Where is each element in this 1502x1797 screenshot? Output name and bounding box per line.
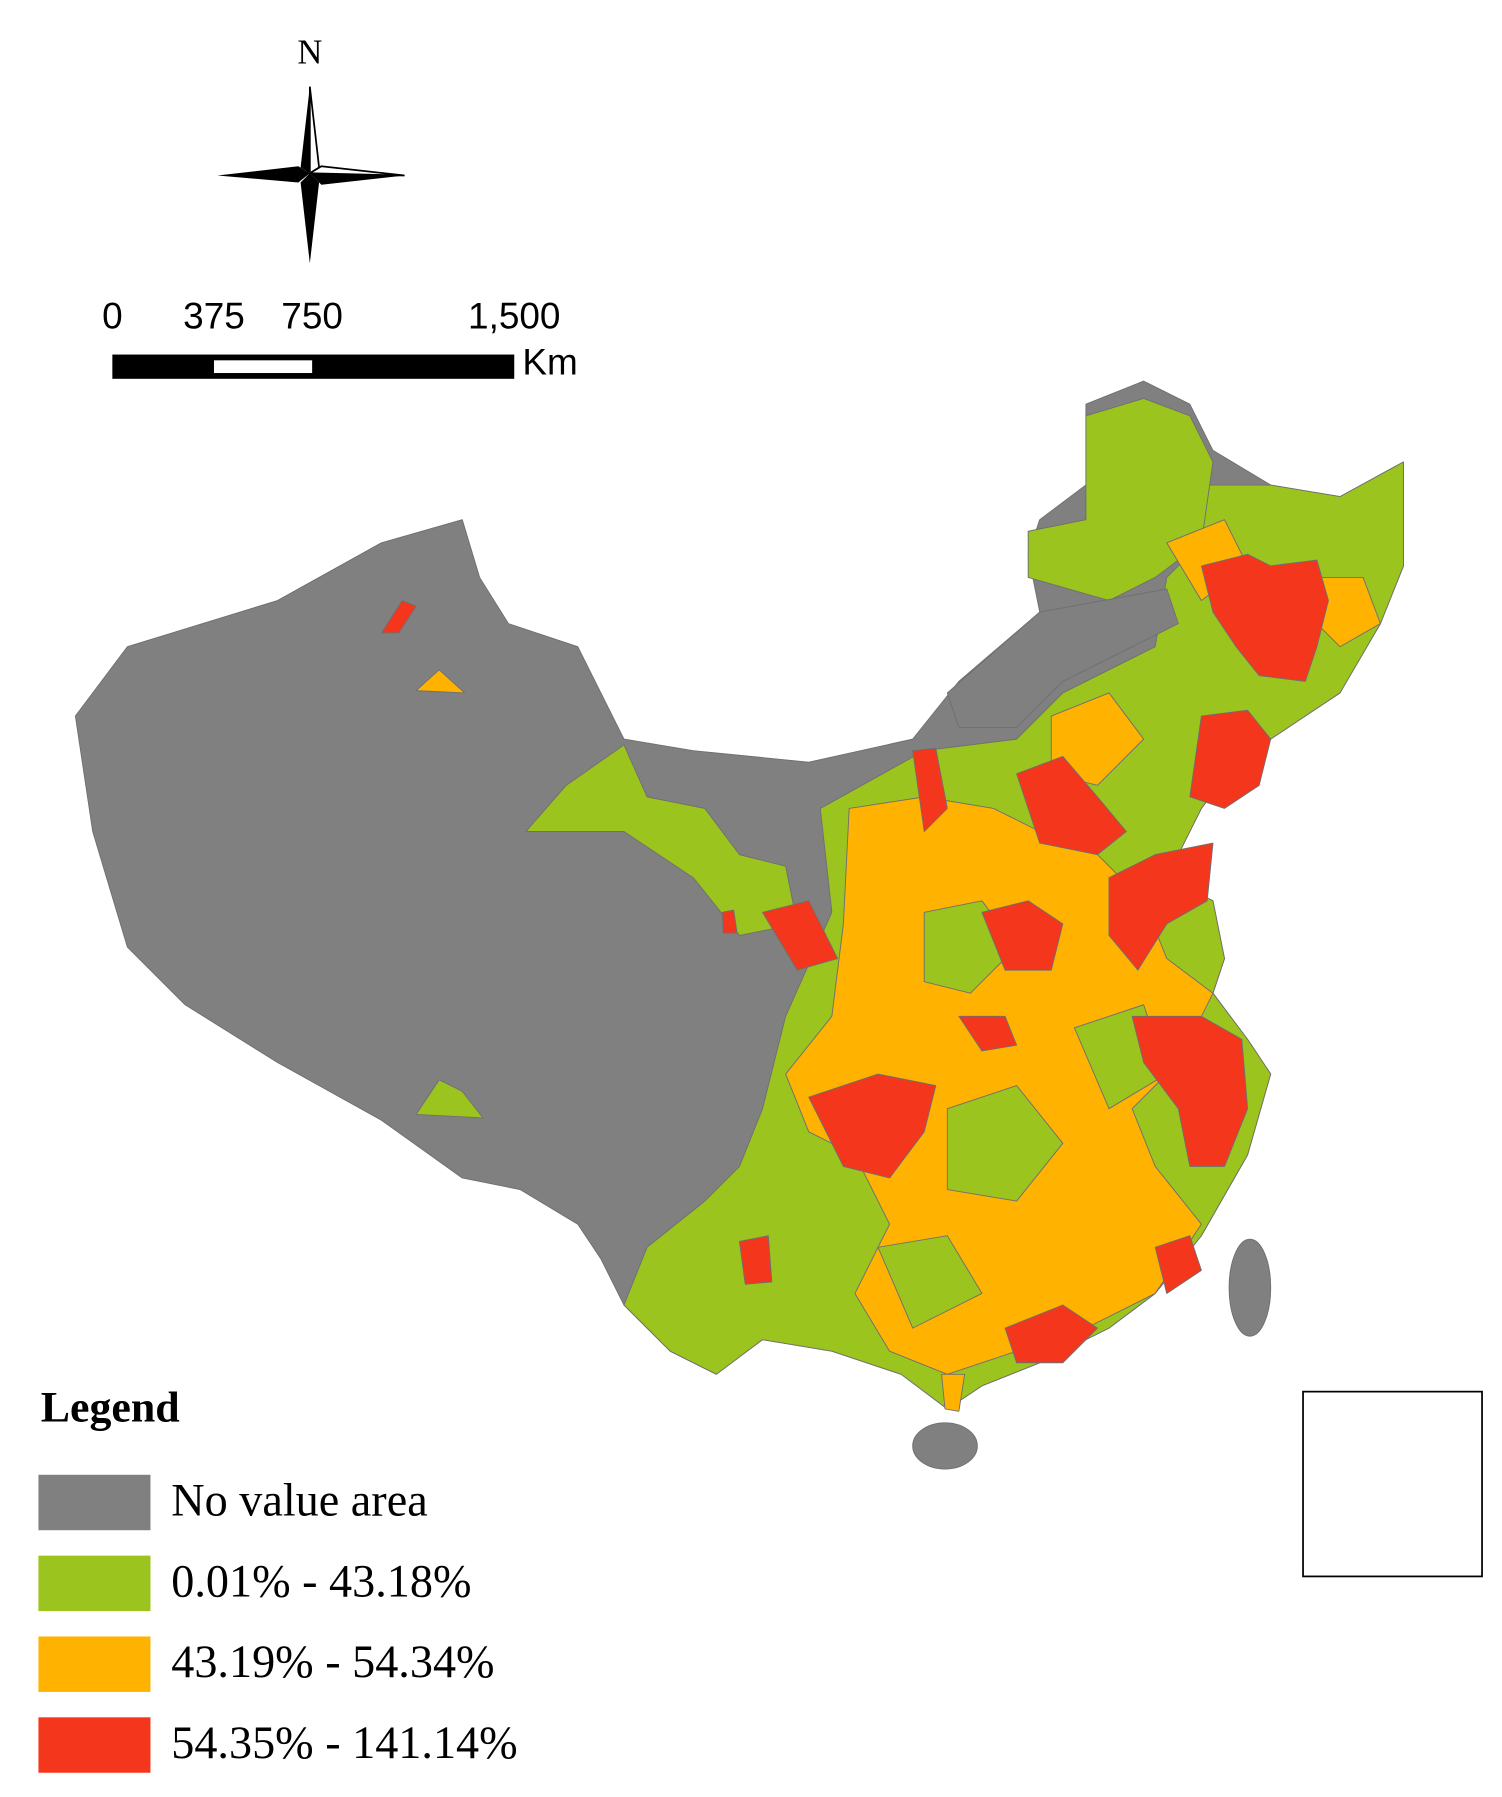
map-region [1131, 1015, 1249, 1167]
legend-label: 54.35% - 141.14% [171, 1717, 517, 1768]
map-region [1016, 755, 1127, 856]
scale-bar: 0 375 750 1,500 Km [102, 296, 578, 383]
legend-swatch [38, 1555, 151, 1612]
map-region [1228, 1238, 1272, 1337]
map-region [1027, 397, 1214, 602]
map-region [958, 1015, 1018, 1052]
map-region [762, 900, 839, 971]
map-region [946, 588, 1179, 729]
legend-swatch [38, 1636, 151, 1692]
map-region [380, 600, 417, 634]
legend-swatch [38, 1717, 151, 1773]
legend-label: No value area [171, 1474, 427, 1525]
map-region [1189, 709, 1272, 809]
inset-frame [1302, 1390, 1483, 1578]
map-region [738, 1235, 773, 1285]
map [74, 380, 1404, 1470]
map-region [1004, 1304, 1098, 1364]
map-region [1200, 553, 1329, 682]
map-region [912, 747, 948, 832]
map-region [415, 1079, 484, 1119]
map-region [415, 669, 466, 694]
legend-swatch [38, 1474, 151, 1531]
legend-label: 43.19% - 54.34% [171, 1636, 494, 1687]
north-label: N [297, 33, 322, 71]
scale-label: 0 [102, 296, 123, 337]
scale-label: 375 [183, 296, 245, 337]
map-region [912, 1422, 978, 1470]
map-region [877, 1235, 983, 1329]
map-region [525, 744, 798, 936]
map-region [721, 909, 738, 934]
north-arrow: N [217, 33, 405, 264]
scale-label: 1,500 [468, 296, 560, 337]
scale-label: 750 [281, 296, 343, 337]
scale-unit: Km [522, 342, 577, 383]
map-region [946, 1085, 1064, 1202]
legend-label: 0.01% - 43.18% [171, 1555, 471, 1606]
map-region [941, 1373, 966, 1412]
legend: Legend No value area 0.01% - 43.18% 43.19%… [38, 1383, 518, 1773]
legend-title: Legend [41, 1383, 180, 1431]
map-region [808, 1073, 937, 1179]
map-region [981, 900, 1064, 971]
map-region [1108, 842, 1214, 971]
map-region [1154, 1235, 1202, 1294]
